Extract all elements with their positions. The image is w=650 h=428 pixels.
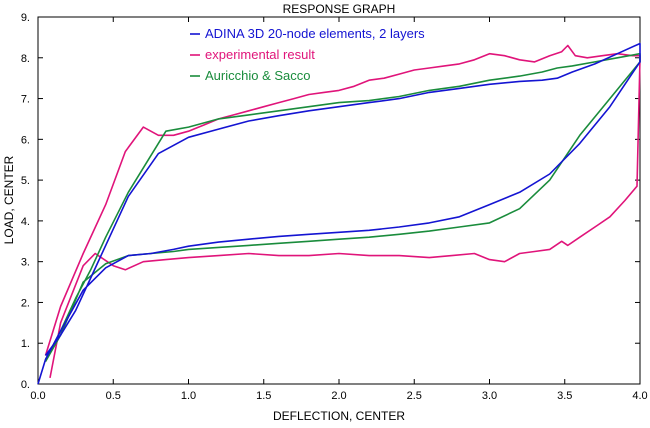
y-axis-label: LOAD, CENTER bbox=[2, 155, 16, 244]
x-tick-label: 1.5 bbox=[256, 390, 271, 402]
series-lines bbox=[37, 42, 641, 385]
y-tick-label: 3. bbox=[21, 257, 30, 269]
chart-title: RESPONSE GRAPH bbox=[283, 2, 396, 16]
y-tick-label: 8. bbox=[21, 53, 30, 65]
y-tick-label: 9. bbox=[21, 12, 30, 24]
x-tick-label: 4.0 bbox=[632, 390, 647, 402]
series-line-2 bbox=[44, 52, 641, 362]
x-tick-label: 1.0 bbox=[181, 390, 196, 402]
y-tick-label: 2. bbox=[21, 297, 30, 309]
y-tick-label: 7. bbox=[21, 94, 30, 106]
x-tick-label: 2.0 bbox=[331, 390, 346, 402]
y-tick-label: 5. bbox=[21, 175, 30, 187]
x-tick-label: 3.5 bbox=[557, 390, 572, 402]
legend-label: Auricchio & Sacco bbox=[205, 68, 311, 83]
x-tick-label: 0.0 bbox=[30, 390, 45, 402]
legend-label: ADINA 3D 20-node elements, 2 layers bbox=[205, 26, 425, 41]
x-tick-label: 2.5 bbox=[407, 390, 422, 402]
series-line-0 bbox=[37, 42, 641, 385]
y-tick-label: 0. bbox=[21, 379, 30, 391]
legend: ADINA 3D 20-node elements, 2 layers exper… bbox=[190, 26, 425, 83]
series-line-1 bbox=[44, 44, 641, 379]
axis-ticks: 0.0 0.5 1.0 1.5 2.0 2.5 3.0 3.5 4.0 0. 1. 2. 3. 4. 5. 6… bbox=[21, 12, 648, 402]
x-tick-label: 3.0 bbox=[482, 390, 497, 402]
y-tick-label: 6. bbox=[21, 134, 30, 146]
plot-frame bbox=[37, 16, 641, 385]
y-tick-label: 4. bbox=[21, 216, 30, 228]
x-axis-label: DEFLECTION, CENTER bbox=[273, 409, 405, 423]
x-tick-label: 0.5 bbox=[106, 390, 121, 402]
legend-label: experimental result bbox=[205, 47, 315, 62]
y-tick-label: 1. bbox=[21, 338, 30, 350]
